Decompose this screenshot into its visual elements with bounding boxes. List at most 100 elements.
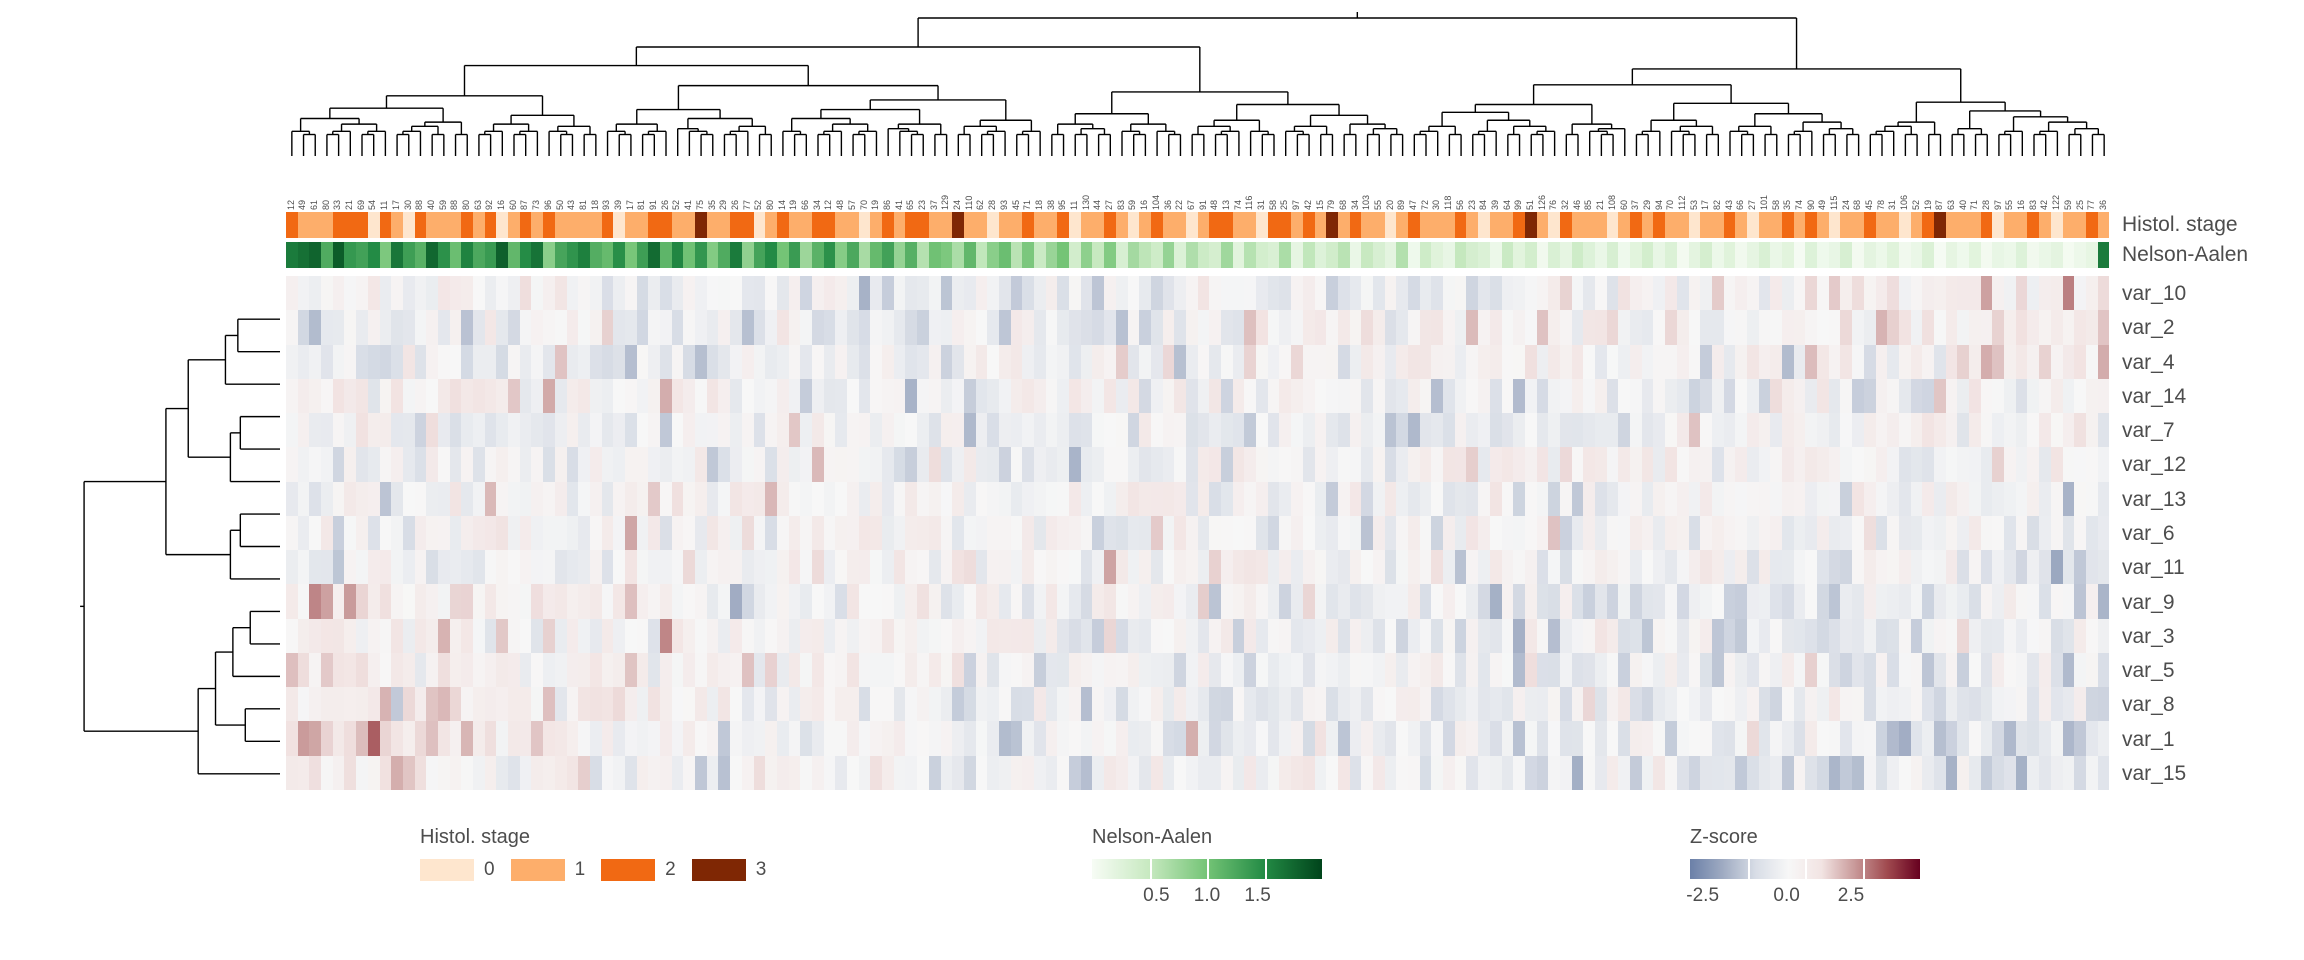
column-label: 64	[1501, 199, 1512, 210]
heatmap-cell	[578, 721, 590, 756]
column-label: 68	[1337, 199, 1348, 210]
heatmap-cell	[1688, 584, 1701, 619]
column-label: 68	[1852, 199, 1863, 210]
heatmap-cell	[1852, 652, 1864, 688]
heatmap-cell	[1606, 550, 1619, 585]
heatmap-cell	[1875, 652, 1888, 688]
heatmap-cell	[2062, 755, 2075, 790]
heatmap-cell	[2074, 618, 2086, 653]
heatmap-cell	[391, 515, 403, 551]
heatmap-cell	[1384, 618, 1397, 653]
heatmap-cell	[1863, 344, 1876, 379]
heatmap-cell	[1559, 344, 1572, 379]
heatmap-cell	[1583, 344, 1595, 379]
column-label: 28	[987, 199, 998, 210]
heatmap-cell	[1676, 755, 1689, 790]
annotation-cell-histol-stage	[1898, 212, 1911, 238]
heatmap-cell	[928, 378, 941, 414]
heatmap-cell	[321, 378, 333, 414]
heatmap-cell	[1583, 652, 1595, 688]
heatmap-cell	[776, 378, 789, 414]
annotation-cell-histol-stage	[741, 212, 754, 238]
heatmap-cell	[1209, 687, 1221, 722]
annotation-cell-nelson-aalen	[344, 242, 357, 268]
heatmap-cell	[1267, 687, 1280, 722]
heatmap-cell	[1641, 310, 1654, 345]
heatmap-cell	[1302, 447, 1315, 482]
annotation-cell-nelson-aalen	[870, 242, 883, 268]
heatmap-cell	[1571, 687, 1584, 722]
heatmap-cell	[1232, 652, 1245, 688]
annotation-cell-nelson-aalen	[1150, 242, 1163, 268]
heatmap-cell	[1349, 755, 1362, 790]
heatmap-cell	[858, 515, 871, 551]
annotation-cell-histol-stage	[2085, 212, 2098, 238]
legend-item-histol-stage-3[interactable]: 3	[691, 859, 766, 881]
heatmap-cell	[496, 721, 509, 756]
heatmap-cell	[1069, 515, 1081, 551]
annotation-cell-histol-stage	[1548, 212, 1560, 238]
heatmap-cell	[741, 481, 754, 516]
heatmap-cell	[1010, 618, 1023, 653]
heatmap-cell	[1361, 584, 1373, 619]
heatmap-row	[286, 721, 2110, 756]
annotation-cell-histol-stage	[1688, 212, 1701, 238]
heatmap-cell	[1980, 515, 1993, 551]
annotation-cell-nelson-aalen	[1735, 242, 1747, 268]
legend-item-histol-stage-1[interactable]: 1	[510, 859, 585, 881]
column-label: 19	[870, 199, 881, 210]
annotation-cell-histol-stage	[2097, 212, 2110, 238]
heatmap-cell	[1828, 584, 1841, 619]
heatmap-cell	[1571, 550, 1584, 585]
heatmap-cell	[379, 584, 392, 619]
heatmap-cell	[1443, 618, 1455, 653]
column-label: 103	[1361, 194, 1372, 210]
heatmap-cell	[1793, 310, 1806, 345]
heatmap-cell	[1700, 447, 1712, 482]
heatmap-cell	[1536, 755, 1549, 790]
heatmap-cell	[449, 550, 462, 585]
legend-item-histol-stage-2[interactable]: 2	[601, 859, 676, 881]
column-label: 41	[893, 199, 904, 210]
heatmap-cell	[800, 378, 812, 414]
heatmap-cell	[1256, 447, 1268, 482]
heatmap-cell	[2097, 447, 2110, 482]
column-label: 66	[1735, 199, 1746, 210]
annotation-cell-nelson-aalen	[695, 242, 707, 268]
annotation-cell-histol-stage	[1992, 212, 2005, 238]
heatmap-cell	[1291, 447, 1303, 482]
legend-item-histol-stage-0[interactable]: 0	[420, 859, 495, 881]
heatmap-cell	[543, 378, 555, 414]
heatmap-cell	[461, 481, 473, 516]
heatmap-cell	[1396, 755, 1408, 790]
annotation-cell-histol-stage	[1256, 212, 1268, 238]
heatmap-cell	[1641, 447, 1654, 482]
annotation-cell-histol-stage	[449, 212, 462, 238]
heatmap-cell	[437, 310, 450, 345]
heatmap-cell	[461, 276, 473, 311]
annotation-cell-nelson-aalen	[1992, 242, 2005, 268]
heatmap-cell	[1314, 584, 1327, 619]
heatmap-cell	[1443, 584, 1455, 619]
heatmap-cell	[1010, 481, 1023, 516]
heatmap-cell	[1069, 550, 1081, 585]
heatmap-cell	[1828, 413, 1841, 448]
heatmap-cell	[718, 413, 731, 448]
heatmap-cell	[847, 618, 859, 653]
heatmap-cell	[554, 413, 567, 448]
heatmap-cell	[1922, 344, 1934, 379]
heatmap-cell	[1244, 652, 1257, 688]
heatmap-cell	[1922, 447, 1934, 482]
heatmap-cell	[1501, 481, 1514, 516]
heatmap-cell	[1185, 447, 1198, 482]
heatmap-cell	[601, 344, 614, 379]
heatmap-cell	[1571, 481, 1584, 516]
heatmap-cell	[1852, 755, 1864, 790]
heatmap-cell	[2097, 687, 2110, 722]
heatmap-cell	[1115, 584, 1128, 619]
annotation-cell-nelson-aalen	[484, 242, 497, 268]
annotation-cell-histol-stage	[1349, 212, 1362, 238]
heatmap-cell	[461, 413, 473, 448]
heatmap-cell	[1127, 378, 1140, 414]
